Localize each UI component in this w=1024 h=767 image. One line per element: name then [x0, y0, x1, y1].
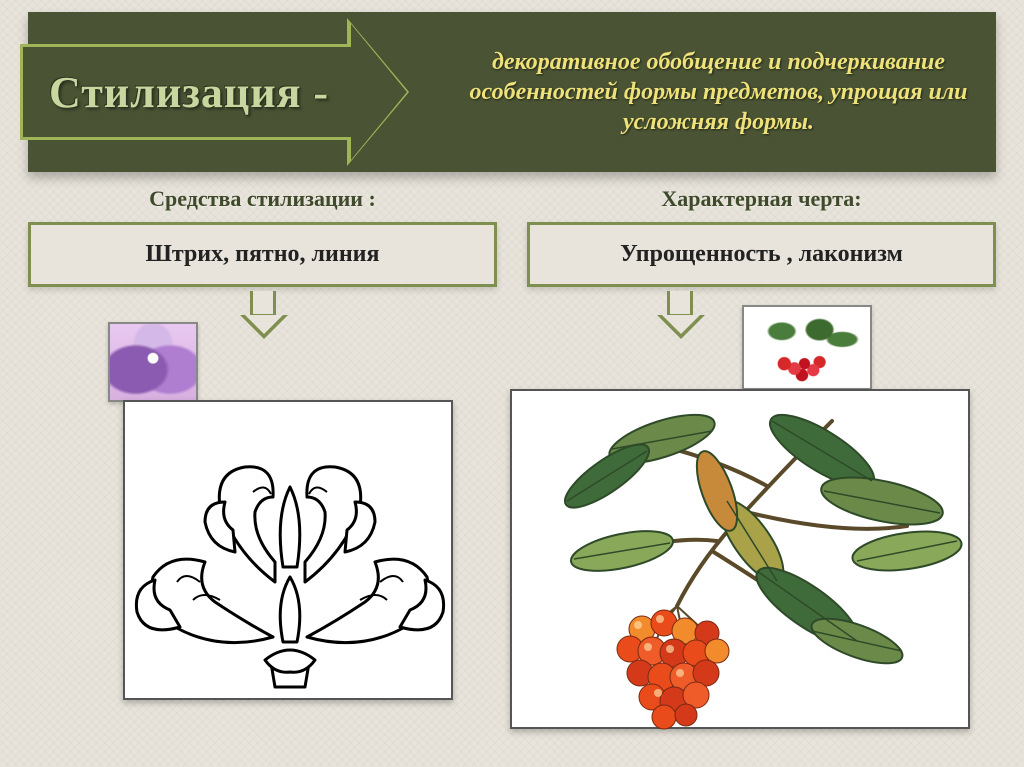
down-arrow-icon [240, 291, 286, 343]
definition-text: декоративное обобщение и подчеркивание о… [415, 41, 996, 143]
left-heading: Средства стилизации : [28, 186, 497, 212]
stylized-rowan-illustration [510, 389, 970, 729]
iris-photo-thumb [108, 322, 198, 402]
title-arrow: Стилизация - [20, 24, 407, 160]
rowan-photo-thumb [742, 305, 872, 390]
down-arrow-icon [657, 291, 703, 343]
definition-banner: Стилизация - декоративное обобщение и по… [28, 12, 996, 172]
right-heading: Характерная черта: [527, 186, 996, 212]
left-box: Штрих, пятно, линия [28, 222, 497, 287]
stylized-iris-illustration [123, 400, 453, 700]
left-column: Средства стилизации : Штрих, пятно, лини… [28, 186, 497, 343]
main-title: Стилизация - [49, 67, 329, 118]
right-box: Упрощенность , лаконизм [527, 222, 996, 287]
